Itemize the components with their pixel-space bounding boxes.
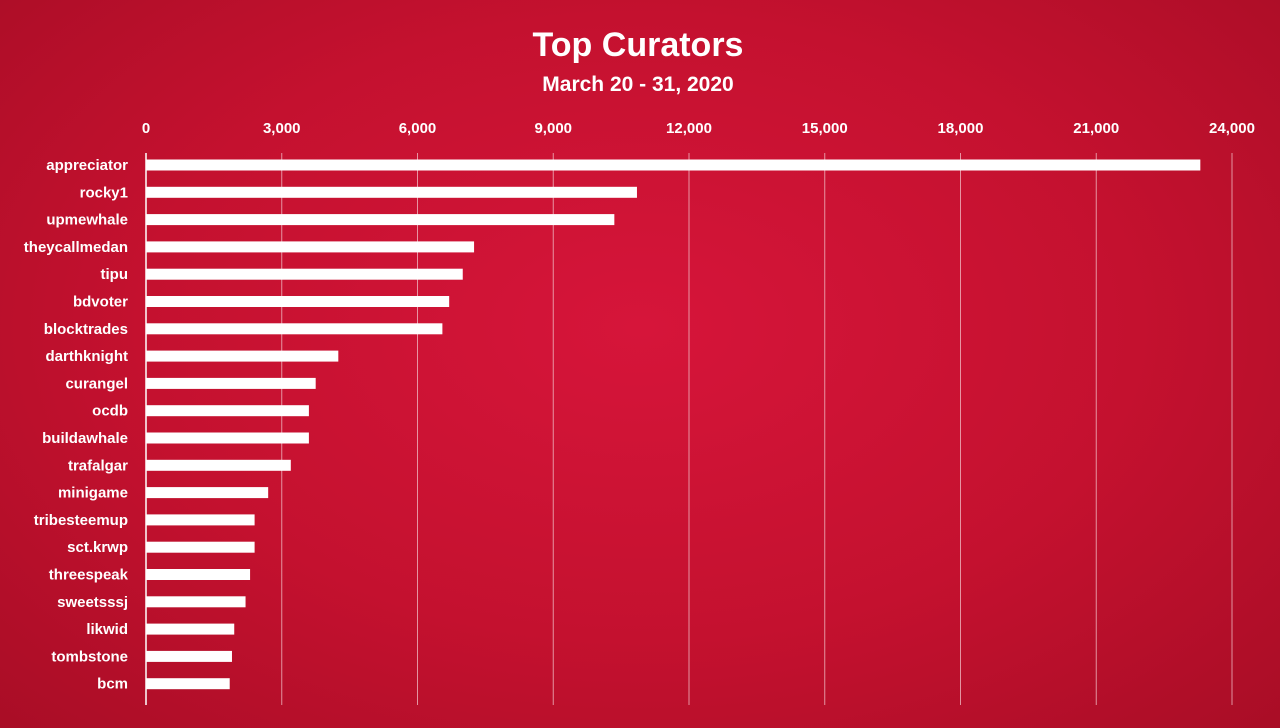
- category-label: curangel: [65, 375, 128, 392]
- x-tick-label: 9,000: [534, 120, 572, 137]
- bar-blocktrades: [146, 323, 443, 335]
- category-label: minigame: [58, 485, 128, 502]
- x-tick-label: 3,000: [263, 120, 301, 137]
- category-label: bcm: [97, 676, 128, 693]
- bar-buildawhale: [146, 432, 309, 444]
- category-label: threespeak: [49, 567, 129, 584]
- bar-bcm: [146, 678, 230, 690]
- x-tick-labels: 0 3,000 6,000 9,000 12,000 15,000 18,000 21,000…: [142, 120, 1255, 137]
- category-label: bdvoter: [73, 294, 128, 311]
- x-tick-label: 24,000: [1209, 120, 1255, 137]
- chart-subtitle: March 20 - 31, 2020: [542, 73, 733, 96]
- x-tick-label: 15,000: [802, 120, 848, 137]
- bar-sct-krwp: [146, 541, 255, 553]
- chart-title: Top Curators: [533, 26, 744, 64]
- x-tick-label: 6,000: [399, 120, 437, 137]
- x-tick-label: 21,000: [1073, 120, 1119, 137]
- bar-trafalgar: [146, 459, 291, 471]
- category-label: sct.krwp: [67, 539, 128, 556]
- category-label: rocky1: [80, 184, 128, 201]
- x-tick-label: 12,000: [666, 120, 712, 137]
- bar-appreciator: [146, 159, 1201, 171]
- category-label: trafalgar: [68, 457, 128, 474]
- category-label: tipu: [101, 266, 129, 283]
- bar-tribesteemup: [146, 514, 255, 526]
- category-labels: appreciator rocky1 upmewhale theycallmedan t…: [24, 157, 129, 693]
- category-label: darthknight: [46, 348, 129, 365]
- category-label: theycallmedan: [24, 239, 128, 256]
- bar-tipu: [146, 268, 463, 280]
- bar-ocdb: [146, 405, 309, 417]
- category-label: blocktrades: [44, 321, 128, 338]
- bar-sweetsssj: [146, 596, 246, 608]
- bar-bdvoter: [146, 296, 450, 307]
- bar-upmewhale: [146, 214, 615, 226]
- category-label: buildawhale: [42, 430, 128, 447]
- category-label: sweetsssj: [57, 594, 128, 611]
- category-label: appreciator: [46, 157, 128, 174]
- category-label: tribesteemup: [34, 512, 128, 529]
- category-label: tombstone: [51, 648, 128, 665]
- bar-rocky1: [146, 186, 637, 198]
- category-label: ocdb: [92, 403, 128, 420]
- bar-minigame: [146, 487, 269, 499]
- bar-likwid: [146, 623, 235, 635]
- bar-darthknight: [146, 350, 339, 362]
- category-label: likwid: [86, 621, 128, 638]
- category-label: upmewhale: [46, 212, 128, 229]
- bar-tombstone: [146, 650, 232, 662]
- x-tick-label: 18,000: [938, 120, 984, 137]
- grid-layer: [281, 153, 1233, 705]
- bars-layer: [146, 159, 1201, 690]
- bar-theycallmedan: [146, 241, 475, 253]
- x-tick-label: 0: [142, 120, 150, 137]
- bar-curangel: [146, 377, 316, 389]
- bar-threespeak: [146, 569, 251, 580]
